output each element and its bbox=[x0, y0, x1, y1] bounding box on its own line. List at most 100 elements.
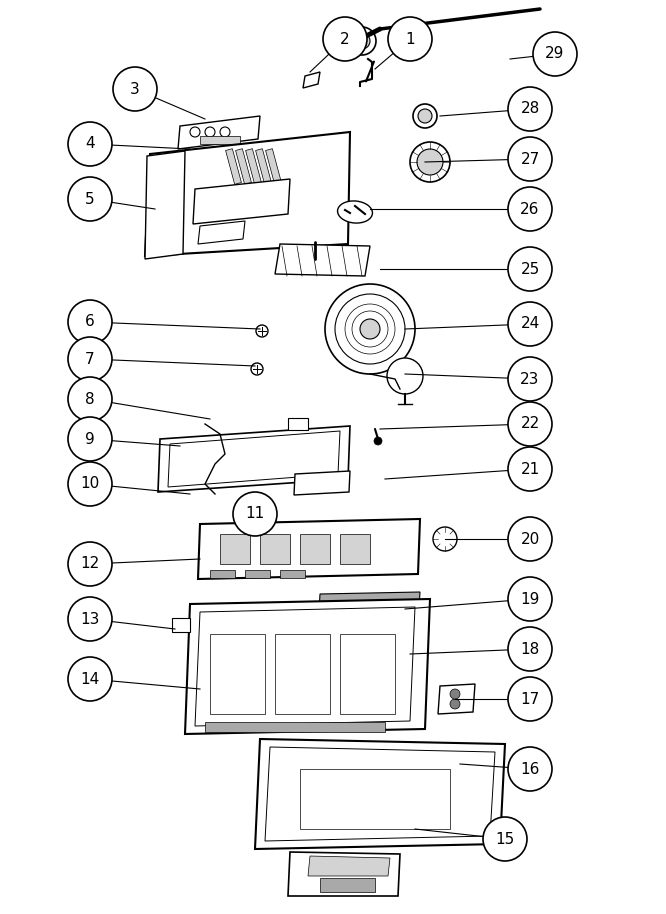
Text: 28: 28 bbox=[520, 101, 539, 116]
Text: 4: 4 bbox=[85, 136, 95, 152]
Bar bbox=[300, 534, 330, 564]
Circle shape bbox=[68, 597, 112, 641]
Circle shape bbox=[68, 417, 112, 461]
Circle shape bbox=[387, 358, 423, 394]
Text: 8: 8 bbox=[85, 391, 95, 407]
Bar bbox=[275, 634, 330, 714]
Circle shape bbox=[418, 109, 432, 123]
Polygon shape bbox=[145, 151, 185, 259]
Polygon shape bbox=[198, 221, 245, 244]
Polygon shape bbox=[303, 72, 320, 88]
Text: 20: 20 bbox=[520, 532, 539, 547]
Text: 27: 27 bbox=[520, 152, 539, 166]
Circle shape bbox=[220, 127, 230, 137]
Polygon shape bbox=[198, 519, 420, 579]
Text: 10: 10 bbox=[81, 476, 100, 492]
Circle shape bbox=[68, 657, 112, 701]
Bar bbox=[340, 634, 395, 714]
Text: 19: 19 bbox=[520, 591, 539, 607]
Text: 7: 7 bbox=[85, 352, 95, 367]
Text: 2: 2 bbox=[340, 31, 350, 47]
Text: 9: 9 bbox=[85, 431, 95, 447]
Circle shape bbox=[360, 319, 380, 339]
Circle shape bbox=[413, 104, 437, 128]
Circle shape bbox=[508, 87, 552, 131]
Polygon shape bbox=[178, 116, 260, 149]
Polygon shape bbox=[319, 592, 420, 611]
Circle shape bbox=[410, 142, 450, 182]
Polygon shape bbox=[185, 599, 430, 734]
Bar bbox=[220, 534, 250, 564]
Circle shape bbox=[508, 137, 552, 181]
Circle shape bbox=[113, 67, 157, 111]
Text: 5: 5 bbox=[85, 192, 95, 207]
Polygon shape bbox=[145, 132, 350, 256]
Circle shape bbox=[190, 127, 200, 137]
Ellipse shape bbox=[338, 201, 372, 223]
Circle shape bbox=[205, 127, 215, 137]
Text: 26: 26 bbox=[520, 201, 539, 217]
Polygon shape bbox=[255, 739, 505, 849]
Text: 12: 12 bbox=[81, 557, 100, 571]
Circle shape bbox=[68, 122, 112, 166]
Polygon shape bbox=[314, 641, 365, 662]
Polygon shape bbox=[193, 179, 290, 224]
Bar bbox=[236, 149, 251, 185]
Circle shape bbox=[251, 363, 263, 375]
Bar bbox=[260, 534, 290, 564]
Text: 16: 16 bbox=[520, 761, 539, 777]
Circle shape bbox=[388, 17, 432, 61]
Circle shape bbox=[433, 527, 457, 551]
Circle shape bbox=[508, 517, 552, 561]
Text: 14: 14 bbox=[81, 672, 100, 686]
Text: 29: 29 bbox=[545, 47, 565, 61]
Bar bbox=[205, 722, 385, 732]
Text: 15: 15 bbox=[496, 832, 515, 846]
Text: 17: 17 bbox=[520, 692, 539, 707]
Text: 11: 11 bbox=[245, 506, 264, 522]
Polygon shape bbox=[158, 426, 350, 492]
Text: 18: 18 bbox=[520, 642, 539, 656]
Circle shape bbox=[335, 294, 405, 364]
Circle shape bbox=[325, 284, 415, 374]
Circle shape bbox=[417, 149, 443, 175]
Bar bbox=[340, 534, 370, 564]
Circle shape bbox=[508, 677, 552, 721]
Circle shape bbox=[508, 577, 552, 621]
Circle shape bbox=[233, 492, 277, 536]
Circle shape bbox=[68, 337, 112, 381]
Circle shape bbox=[68, 462, 112, 506]
Bar bbox=[210, 570, 235, 578]
Bar bbox=[320, 878, 375, 892]
Bar bbox=[300, 769, 450, 829]
Text: 22: 22 bbox=[520, 417, 539, 431]
Circle shape bbox=[354, 33, 370, 49]
Text: 3: 3 bbox=[130, 81, 140, 97]
Circle shape bbox=[508, 627, 552, 671]
Circle shape bbox=[374, 437, 382, 445]
Circle shape bbox=[508, 247, 552, 291]
Text: 13: 13 bbox=[81, 611, 100, 626]
Polygon shape bbox=[294, 471, 350, 495]
Circle shape bbox=[483, 817, 527, 861]
Circle shape bbox=[450, 689, 460, 699]
Circle shape bbox=[68, 177, 112, 221]
Circle shape bbox=[508, 302, 552, 346]
Circle shape bbox=[508, 747, 552, 791]
Circle shape bbox=[348, 27, 376, 55]
Bar bbox=[256, 149, 272, 185]
Polygon shape bbox=[308, 856, 390, 876]
Circle shape bbox=[68, 377, 112, 421]
Text: 21: 21 bbox=[520, 462, 539, 476]
Bar bbox=[172, 618, 190, 632]
Bar bbox=[320, 644, 350, 656]
Circle shape bbox=[508, 447, 552, 491]
Polygon shape bbox=[275, 244, 370, 276]
Text: 6: 6 bbox=[85, 314, 95, 330]
Text: 1: 1 bbox=[405, 31, 415, 47]
Bar bbox=[210, 634, 265, 714]
Circle shape bbox=[508, 402, 552, 446]
Circle shape bbox=[508, 357, 552, 401]
Polygon shape bbox=[438, 684, 475, 714]
Polygon shape bbox=[288, 852, 400, 896]
